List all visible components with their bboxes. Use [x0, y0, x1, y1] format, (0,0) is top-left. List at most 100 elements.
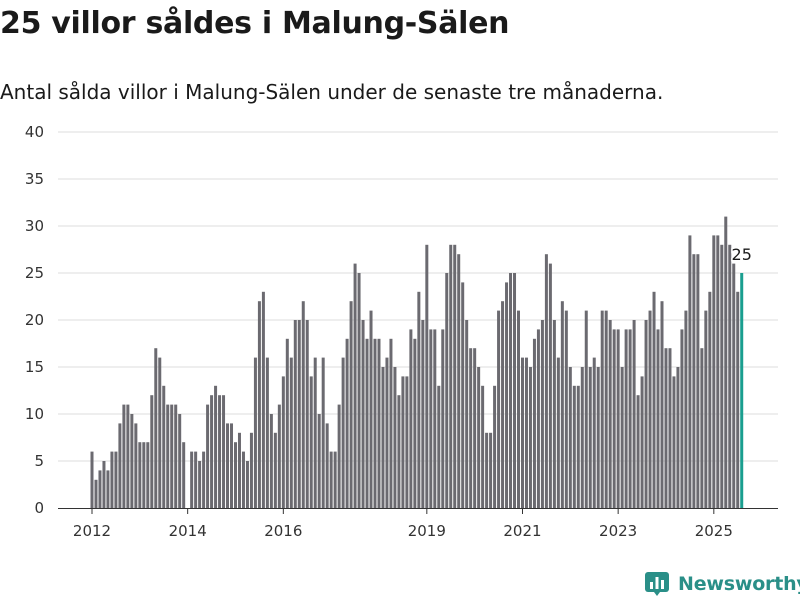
bar: [517, 310, 520, 508]
bar: [624, 329, 628, 508]
bar: [552, 320, 556, 508]
bar: [237, 432, 241, 508]
data-label: 25: [732, 245, 752, 264]
bar: [564, 310, 568, 508]
bar: [273, 432, 277, 508]
bar: [202, 451, 206, 508]
bar: [146, 442, 150, 508]
bar: [477, 367, 481, 508]
bar: [182, 442, 186, 508]
bar: [138, 442, 142, 508]
bar: [445, 273, 449, 508]
bar: [102, 461, 106, 508]
bar: [214, 385, 218, 508]
bar: [210, 395, 214, 508]
bar: [600, 310, 604, 508]
brand-name: Newsworthy: [678, 573, 800, 595]
bar: [174, 404, 178, 508]
bar: [373, 338, 377, 508]
bar: [417, 291, 421, 508]
y-tick-label: 15: [25, 358, 44, 376]
bar: [592, 357, 596, 508]
bar: [297, 320, 301, 508]
y-tick-label: 25: [25, 264, 44, 282]
bar: [421, 320, 425, 508]
bar: [576, 385, 580, 508]
bar: [632, 320, 636, 508]
bar: [285, 338, 289, 508]
bar: [353, 263, 357, 508]
y-tick-label: 5: [34, 452, 44, 470]
bar: [218, 395, 222, 508]
chart-subtitle: Antal sålda villor i Malung-Sälen under …: [0, 80, 664, 104]
bar: [608, 320, 612, 508]
bar: [158, 357, 162, 508]
bar: [385, 357, 389, 508]
bar: [660, 301, 664, 508]
bar: [652, 291, 656, 508]
bar: [469, 348, 473, 508]
bar: [716, 235, 720, 508]
bar: [393, 367, 397, 508]
bar: [453, 244, 457, 509]
newsworthy-logo: Newsworthy: [644, 570, 800, 598]
bar: [465, 320, 469, 508]
bar: [540, 320, 544, 508]
bar: [668, 348, 672, 508]
x-tick-label: 2012: [73, 522, 111, 540]
bar: [257, 301, 261, 508]
bar: [126, 404, 130, 508]
bar: [245, 461, 249, 508]
bar: [409, 329, 413, 508]
bar: [520, 357, 524, 508]
bar: [736, 291, 740, 508]
bar: [688, 235, 692, 508]
bar: [628, 329, 632, 508]
bar: [676, 367, 680, 508]
bar: [269, 414, 273, 508]
bar: [253, 357, 257, 508]
bars: [90, 216, 744, 509]
bar: [640, 376, 644, 508]
bar: [230, 423, 234, 508]
bar: [493, 385, 497, 508]
bar: [198, 461, 202, 508]
bar: [309, 376, 313, 508]
newsworthy-logo-icon: [645, 572, 669, 596]
bar: [305, 320, 309, 508]
y-tick-label: 10: [25, 405, 44, 423]
x-tick-label: 2021: [503, 522, 541, 540]
bar: [461, 282, 465, 508]
bar: [94, 479, 98, 508]
bar: [389, 338, 393, 508]
x-tick-label: 2023: [599, 522, 637, 540]
bar: [293, 320, 297, 508]
x-tick-label: 2019: [408, 522, 446, 540]
bar: [337, 404, 341, 508]
bar: [190, 451, 194, 508]
bar: [162, 385, 166, 508]
bar: [616, 329, 620, 508]
bar: [405, 376, 409, 508]
bar: [457, 254, 461, 508]
y-tick-label: 30: [25, 217, 44, 235]
bar: [289, 357, 293, 508]
bar: [536, 329, 540, 508]
bar: [684, 310, 688, 508]
bar: [728, 244, 732, 509]
bar: [325, 423, 329, 508]
bar: [345, 338, 349, 508]
bar: [249, 432, 253, 508]
bar: [485, 432, 489, 508]
bar: [644, 320, 648, 508]
bar: [313, 357, 317, 508]
bar: [481, 385, 485, 508]
bar: [556, 357, 560, 508]
bar: [277, 404, 281, 508]
bar: [357, 273, 361, 508]
bar: [429, 329, 433, 508]
bar: [648, 310, 652, 508]
bar: [473, 348, 477, 508]
bar: [166, 404, 170, 508]
